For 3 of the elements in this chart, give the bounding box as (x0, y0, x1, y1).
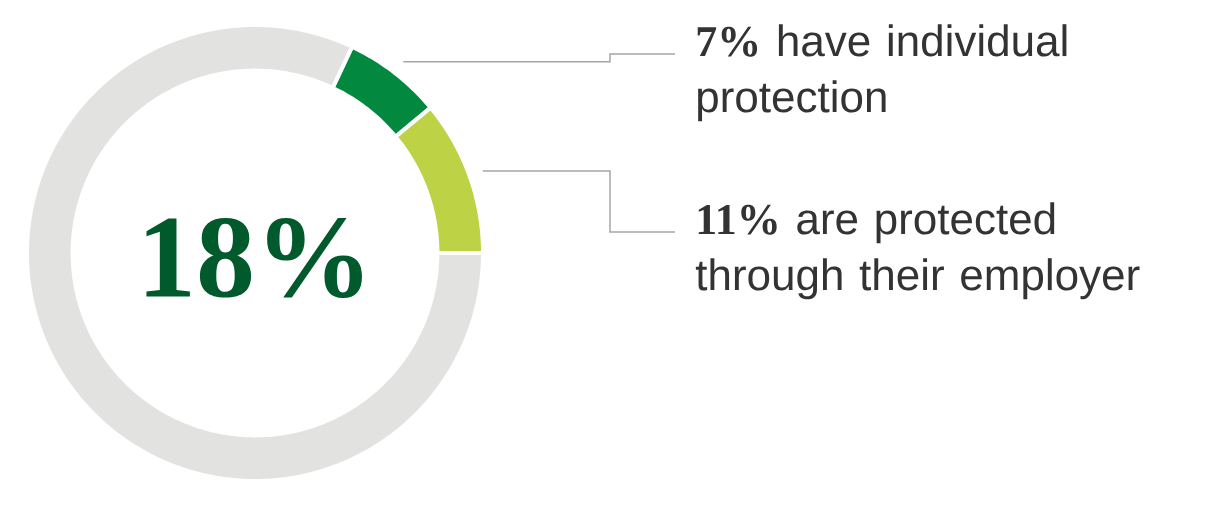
slice-label: 11% are protected through their employer (695, 202, 1140, 300)
text: 18% (146, 217, 362, 299)
slice-label: 7% have individual protection (697, 24, 1067, 122)
